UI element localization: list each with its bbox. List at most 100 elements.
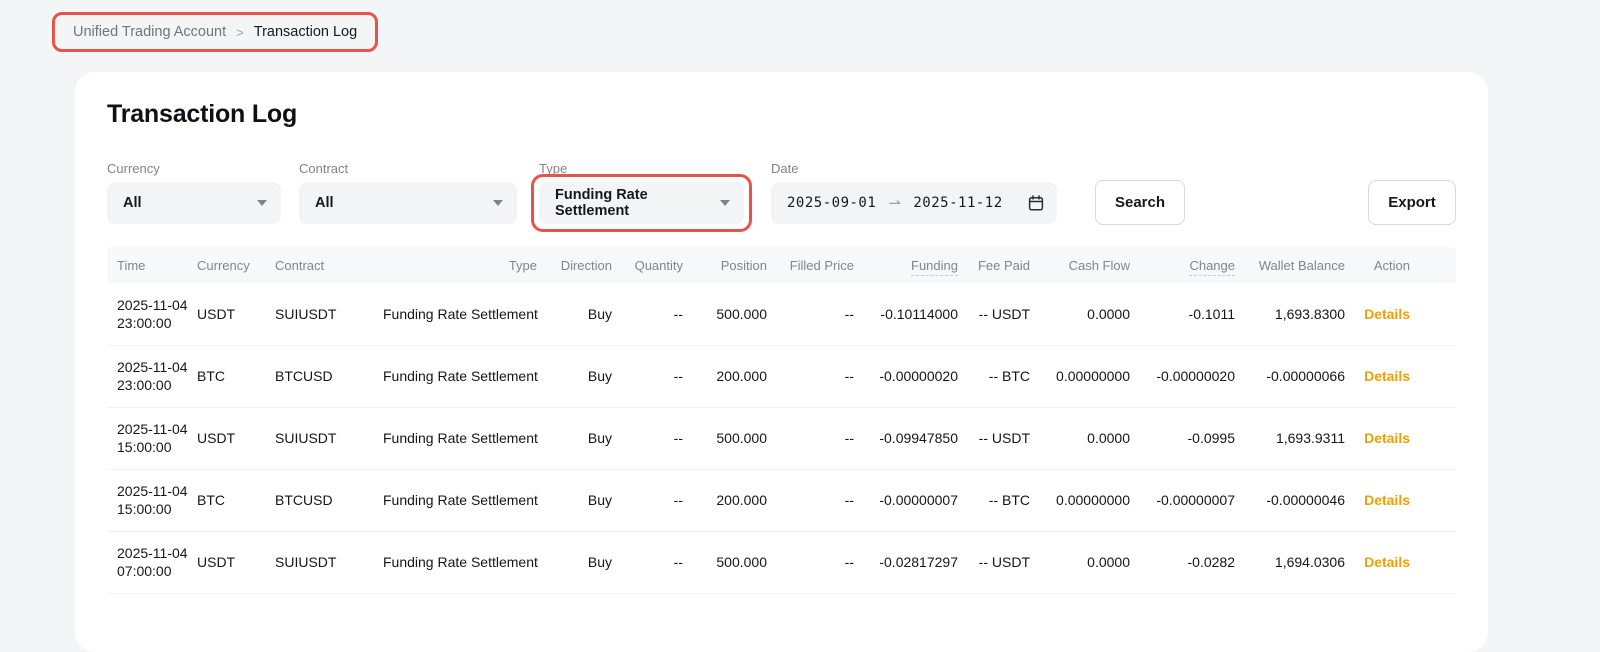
cell-type: Funding Rate Settlement [383, 531, 538, 594]
filters-bar: Currency All Contract All Type Funding R… [107, 161, 1456, 232]
type-filter-label: Type [539, 161, 568, 176]
cell-position: 500.000 [683, 407, 767, 470]
chevron-down-icon [257, 200, 267, 206]
cell-cash_flow: 0.00000000 [1030, 469, 1130, 532]
cell-direction: Buy [537, 469, 612, 532]
date-filter: Date 2025-09-01 ⇀ 2025-11-12 [771, 161, 1057, 227]
breadcrumb-separator-icon: > [236, 24, 244, 40]
cell-change: -0.00000020 [1130, 345, 1235, 408]
page-title: Transaction Log [107, 100, 298, 128]
cell-change: -0.0995 [1130, 407, 1235, 470]
cell-direction: Buy [537, 407, 612, 470]
cell-wallet_balance: 1,694.0306 [1235, 531, 1345, 594]
cell-cash_flow: 0.0000 [1030, 407, 1130, 470]
cell-action: Details [1345, 531, 1456, 594]
date-from-value: 2025-09-01 [787, 195, 877, 211]
cell-filled_price: -- [767, 407, 854, 470]
cell-contract: SUIUSDT [275, 407, 383, 470]
cell-fee_paid: -- USDT [958, 531, 1030, 594]
date-to-value: 2025-11-12 [913, 195, 1003, 211]
cell-action: Details [1345, 283, 1456, 346]
column-header-action: Action [1345, 247, 1456, 283]
cell-quantity: -- [612, 407, 683, 470]
cell-wallet_balance: 1,693.8300 [1235, 283, 1345, 346]
currency-filter: Currency All [107, 161, 281, 227]
cell-time: 2025-11-04 15:00:00 [107, 407, 197, 470]
cell-cash_flow: 0.0000 [1030, 283, 1130, 346]
cell-currency: BTC [197, 345, 275, 408]
cell-action: Details [1345, 407, 1456, 470]
type-select[interactable]: Funding Rate Settlement [539, 182, 744, 224]
cell-quantity: -- [612, 345, 683, 408]
column-header-position: Position [683, 247, 767, 283]
cell-type: Funding Rate Settlement [383, 469, 538, 532]
contract-select[interactable]: All [299, 182, 517, 224]
cell-contract: BTCUSD [275, 469, 383, 532]
cell-currency: BTC [197, 469, 275, 532]
date-range-picker[interactable]: 2025-09-01 ⇀ 2025-11-12 [771, 182, 1057, 224]
details-link[interactable]: Details [1364, 368, 1410, 384]
cell-type: Funding Rate Settlement [383, 407, 538, 470]
cell-change: -0.0282 [1130, 531, 1235, 594]
contract-select-value: All [315, 195, 334, 211]
cell-funding: -0.00000020 [854, 345, 958, 408]
cell-position: 200.000 [683, 345, 767, 408]
details-link[interactable]: Details [1364, 430, 1410, 446]
type-filter: Type Funding Rate Settlement [539, 161, 744, 227]
cell-quantity: -- [612, 283, 683, 346]
table-row: 2025-11-04 23:00:00 BTC BTCUSD Funding Rate … [107, 345, 1456, 408]
cell-type: Funding Rate Settlement [383, 283, 538, 346]
cell-position: 200.000 [683, 469, 767, 532]
cell-direction: Buy [537, 531, 612, 594]
cell-change: -0.00000007 [1130, 469, 1235, 532]
breadcrumb-item-unified-trading-account[interactable]: Unified Trading Account [73, 24, 227, 40]
transaction-log-table: Time Currency Contract Type Direction Quantit… [107, 247, 1456, 594]
date-filter-label: Date [771, 161, 799, 176]
search-button[interactable]: Search [1095, 180, 1185, 225]
column-header-quantity: Quantity [612, 247, 683, 283]
cell-action: Details [1345, 345, 1456, 408]
cell-filled_price: -- [767, 345, 854, 408]
date-range-arrow-icon: ⇀ [888, 194, 902, 212]
contract-filter-label: Contract [299, 161, 349, 176]
type-select-value: Funding Rate Settlement [555, 187, 648, 219]
details-link[interactable]: Details [1364, 305, 1410, 322]
cell-filled_price: -- [767, 531, 854, 594]
column-header-contract: Contract [275, 247, 383, 283]
table-row: 2025-11-04 15:00:00 BTC BTCUSD Funding Rate … [107, 469, 1456, 532]
column-header-filled_price: Filled Price [767, 247, 854, 283]
cell-fee_paid: -- BTC [958, 345, 1030, 408]
chevron-down-icon [493, 200, 503, 206]
cell-wallet_balance: -0.00000046 [1235, 469, 1345, 532]
column-header-fee_paid: Fee Paid [958, 247, 1030, 283]
details-link[interactable]: Details [1364, 554, 1410, 570]
currency-select[interactable]: All [107, 182, 281, 224]
chevron-down-icon [720, 200, 730, 206]
cell-type: Funding Rate Settlement [383, 345, 538, 408]
cell-contract: BTCUSD [275, 345, 383, 408]
cell-funding: -0.10114000 [854, 283, 958, 346]
column-header-type: Type [383, 247, 537, 283]
column-header-change: Change [1130, 247, 1235, 283]
column-header-time: Time [107, 247, 197, 283]
cell-funding: -0.09947850 [854, 407, 958, 470]
cell-currency: USDT [197, 407, 275, 470]
cell-fee_paid: -- USDT [958, 283, 1030, 346]
cell-fee_paid: -- BTC [958, 469, 1030, 532]
details-link[interactable]: Details [1364, 492, 1410, 508]
cell-time: 2025-11-04 23:00:00 [107, 345, 197, 408]
cell-cash_flow: 0.00000000 [1030, 345, 1130, 408]
cell-filled_price: -- [767, 283, 854, 346]
column-header-cash_flow: Cash Flow [1030, 247, 1130, 283]
cell-position: 500.000 [683, 283, 767, 346]
table-row: 2025-11-04 07:00:00 USDT SUIUSDT Funding Rat… [107, 531, 1456, 594]
cell-contract: SUIUSDT [275, 283, 383, 346]
breadcrumb-item-transaction-log: Transaction Log [253, 24, 358, 40]
export-button[interactable]: Export [1368, 180, 1456, 225]
cell-time: 2025-11-04 23:00:00 [107, 283, 197, 346]
cell-quantity: -- [612, 531, 683, 594]
cell-action: Details [1345, 469, 1456, 532]
cell-wallet_balance: 1,693.9311 [1235, 407, 1345, 470]
cell-quantity: -- [612, 469, 683, 532]
column-header-funding: Funding [854, 247, 958, 283]
